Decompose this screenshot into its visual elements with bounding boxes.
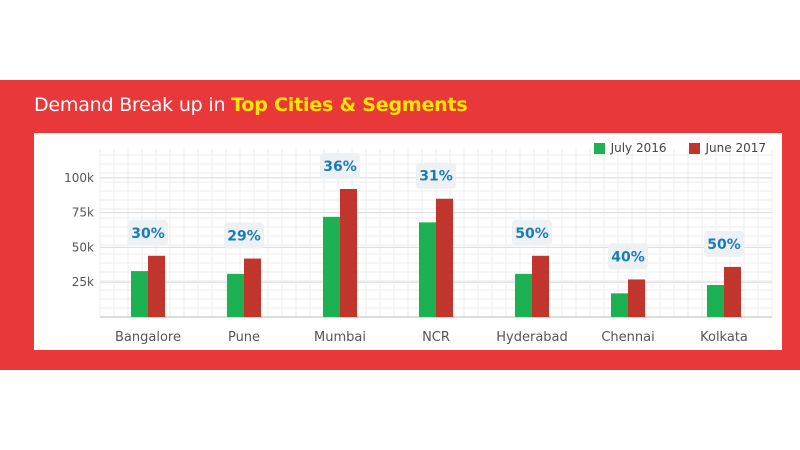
annotation-bubble	[224, 222, 264, 249]
bar-june-pune	[244, 258, 261, 317]
annotation-label: 50%	[707, 237, 741, 253]
x-tick-label: Pune	[228, 330, 260, 345]
annotation-label: 29%	[227, 229, 261, 245]
bar-june-chennai	[628, 279, 645, 317]
y-tick-label: 75k	[72, 206, 94, 220]
bar-june-bangalore	[148, 255, 165, 317]
bar-june-mumbai	[340, 189, 357, 317]
legend-label-july: July 2016	[610, 141, 667, 155]
x-tick-label: Bangalore	[115, 330, 181, 345]
annotation-bubble	[320, 153, 360, 179]
bar-july-pune	[227, 273, 244, 317]
bar-july-bangalore	[131, 271, 148, 317]
legend-item-july: July 2016	[593, 141, 667, 155]
annotation-bubble	[704, 230, 744, 257]
legend: July 2016 June 2017	[593, 141, 767, 155]
legend-label-june: June 2017	[705, 141, 767, 155]
x-tick-label: Chennai	[601, 330, 654, 345]
legend-item-june: June 2017	[688, 141, 767, 155]
bar-july-ncr	[419, 222, 436, 317]
legend-swatch-june	[688, 142, 700, 154]
annotation-label: 40%	[611, 249, 645, 265]
bar-july-kolkata	[707, 285, 724, 317]
legend-swatch-july	[593, 142, 605, 154]
x-tick-label: Mumbai	[314, 330, 366, 345]
x-tick-label: Hyderabad	[496, 330, 568, 345]
x-tick-label: Kolkata	[700, 330, 748, 345]
annotation-bubble	[512, 219, 552, 246]
title-highlight: Top Cities & Segments	[231, 94, 468, 116]
annotation-bubble	[416, 162, 456, 189]
page-title: Demand Break up in Top Cities & Segments	[34, 94, 468, 116]
bar-july-mumbai	[323, 216, 340, 317]
bar-chart: 25k 50k 75k 100k 30% Bangalore 29% Pune 36% Mumba…	[64, 149, 773, 345]
annotation-bubble	[608, 243, 648, 270]
y-tick-label: 25k	[72, 275, 94, 289]
y-tick-label: 50k	[72, 240, 94, 254]
bar-june-ncr	[436, 198, 453, 317]
title-prefix: Demand Break up in	[34, 94, 232, 116]
annotation-label: 50%	[515, 226, 549, 242]
bar-july-chennai	[611, 293, 628, 317]
bar-july-hyderabad	[515, 273, 532, 317]
banner: Demand Break up in Top Cities & Segments…	[0, 80, 800, 370]
annotation-label: 31%	[419, 169, 453, 185]
annotation-bubble	[128, 219, 168, 246]
bar-june-hyderabad	[532, 255, 549, 317]
y-tick-label: 100k	[64, 171, 94, 185]
chart-panel: 25k 50k 75k 100k 30% Bangalore 29% Pune 36% Mumba…	[34, 133, 782, 350]
bar-june-kolkata	[724, 266, 741, 317]
x-tick-label: NCR	[422, 330, 450, 345]
annotation-label: 30%	[131, 226, 165, 242]
annotation-label: 36%	[323, 159, 357, 175]
